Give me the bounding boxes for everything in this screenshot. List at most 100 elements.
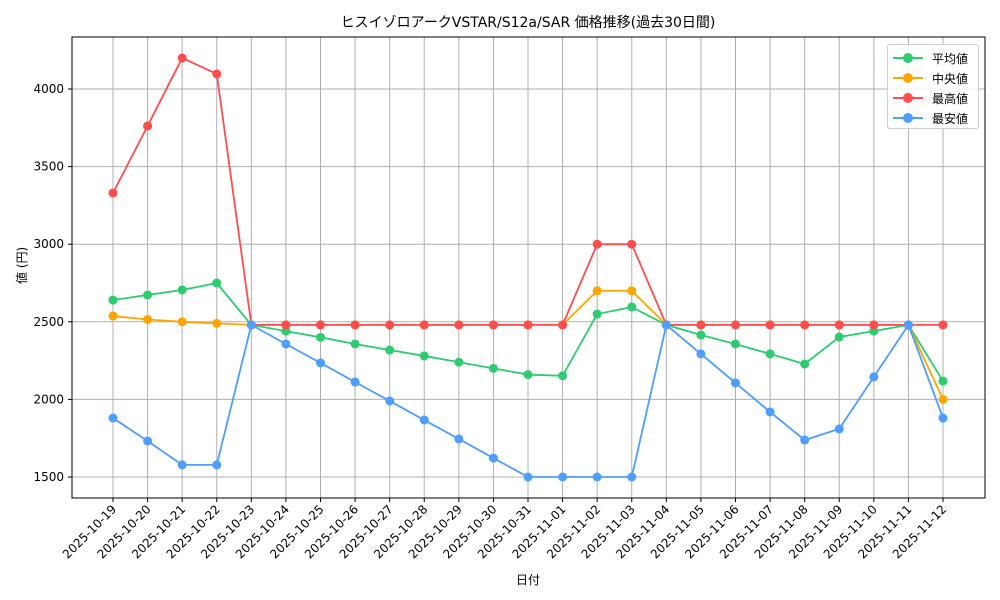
data-point-marker: [869, 320, 879, 330]
data-point-marker: [696, 320, 706, 330]
data-point-marker: [696, 349, 706, 359]
data-point-marker: [108, 311, 118, 321]
data-point-marker: [627, 239, 637, 249]
y-axis-ticks: 1500 2000 2500 3000 3500 4000: [33, 82, 72, 484]
y-tick-label: 2000: [33, 392, 64, 406]
data-point-marker: [938, 320, 948, 330]
data-point-marker: [523, 472, 533, 482]
series-最安値: [108, 320, 948, 482]
data-point-marker: [488, 320, 498, 330]
data-point-marker: [523, 370, 533, 380]
data-point-marker: [800, 435, 810, 445]
data-point-marker: [800, 359, 810, 369]
data-point-marker: [731, 339, 740, 349]
data-point-marker: [419, 351, 429, 361]
data-point-marker: [488, 363, 498, 373]
data-point-marker: [834, 424, 844, 434]
data-point-marker: [765, 349, 775, 359]
data-point-marker: [316, 320, 325, 330]
data-point-marker: [281, 339, 291, 349]
legend-marker-icon: [903, 73, 913, 83]
data-point-marker: [385, 345, 395, 355]
data-point-marker: [627, 286, 637, 296]
legend-label: 最高値: [932, 92, 969, 106]
data-point-marker: [212, 460, 222, 470]
data-point-marker: [869, 372, 879, 382]
y-tick-label: 1500: [33, 470, 64, 484]
data-point-marker: [765, 320, 775, 330]
legend-marker-icon: [903, 113, 913, 123]
legend-item-max: 最高値: [888, 88, 978, 108]
data-point-marker: [143, 436, 153, 446]
data-point-marker: [212, 69, 222, 79]
data-point-marker: [938, 413, 948, 423]
data-point-marker: [281, 326, 291, 336]
legend-marker-icon: [903, 53, 913, 63]
data-point-marker: [903, 320, 913, 330]
data-point-marker: [316, 332, 325, 342]
data-point-marker: [385, 396, 395, 406]
data-point-marker: [834, 320, 844, 330]
data-point-marker: [177, 460, 187, 470]
data-point-marker: [592, 309, 602, 319]
legend-item-average: 平均値: [888, 48, 978, 68]
data-point-marker: [627, 302, 637, 312]
series-lines: [108, 53, 948, 482]
legend-label: 平均値: [932, 52, 969, 66]
data-point-marker: [350, 339, 360, 349]
data-point-marker: [108, 188, 118, 198]
data-point-marker: [454, 357, 464, 367]
data-point-marker: [316, 358, 325, 368]
legend-marker-icon: [903, 93, 913, 103]
x-axis-label: 日付: [516, 573, 541, 587]
data-point-marker: [108, 295, 118, 305]
data-point-marker: [661, 320, 671, 330]
data-point-marker: [281, 320, 291, 330]
data-point-marker: [177, 285, 187, 295]
y-tick-label: 2500: [33, 315, 64, 329]
data-point-marker: [177, 53, 187, 63]
data-point-marker: [765, 407, 775, 417]
data-point-marker: [385, 320, 395, 330]
data-point-marker: [938, 394, 948, 404]
data-point-marker: [246, 320, 256, 330]
data-point-marker: [454, 434, 464, 444]
x-axis-ticks: 2025-10-192025-10-202025-10-212025-10-22…: [60, 498, 949, 561]
y-tick-label: 3000: [33, 237, 64, 251]
legend: 平均値 中央値 最高値 最安値: [887, 44, 979, 129]
legend-label: 中央値: [932, 72, 969, 86]
data-point-marker: [212, 318, 222, 328]
data-point-marker: [419, 320, 429, 330]
data-point-marker: [696, 330, 706, 340]
data-point-marker: [558, 472, 568, 482]
data-point-marker: [454, 320, 464, 330]
data-point-marker: [627, 472, 637, 482]
y-tick-label: 4000: [33, 82, 64, 96]
data-point-marker: [592, 286, 602, 296]
data-point-marker: [558, 371, 568, 381]
data-point-marker: [108, 413, 118, 423]
data-point-marker: [177, 317, 187, 327]
data-point-marker: [592, 239, 602, 249]
legend-item-min: 最安値: [888, 108, 978, 128]
y-tick-label: 3500: [33, 160, 64, 174]
data-point-marker: [938, 376, 948, 386]
data-point-marker: [143, 121, 153, 131]
data-point-marker: [143, 290, 153, 300]
y-axis-label: 値 (円): [15, 246, 29, 284]
data-point-marker: [350, 320, 360, 330]
data-point-marker: [143, 314, 153, 324]
data-point-marker: [350, 377, 360, 387]
data-point-marker: [731, 320, 740, 330]
chart-title: ヒスイゾロアークVSTAR/S12a/SAR 価格推移(過去30日間): [340, 15, 716, 31]
data-point-marker: [800, 320, 810, 330]
data-point-marker: [731, 378, 740, 388]
data-point-marker: [523, 320, 533, 330]
data-point-marker: [419, 415, 429, 425]
data-point-marker: [834, 332, 844, 342]
series-最高値: [108, 53, 948, 330]
data-point-marker: [869, 326, 879, 336]
data-point-marker: [488, 453, 498, 463]
data-point-marker: [212, 278, 222, 288]
